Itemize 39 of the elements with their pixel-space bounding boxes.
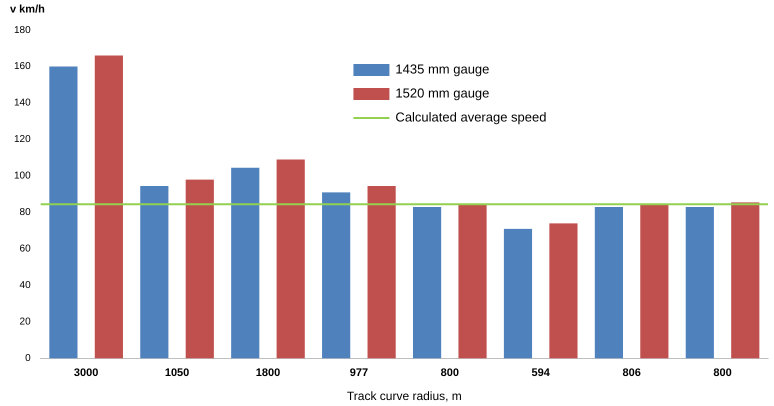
y-tick-label: 80 (20, 207, 32, 218)
bar (549, 223, 578, 358)
x-tick-label: 1050 (164, 367, 190, 380)
y-tick-label: 60 (20, 244, 32, 255)
bar (640, 204, 668, 358)
y-tick-label: 0 (25, 353, 32, 364)
x-tick-label: 3000 (74, 367, 98, 380)
y-axis-title: v km/h (10, 4, 46, 16)
y-tick-label: 20 (20, 316, 32, 328)
x-tick-label: 806 (622, 367, 641, 380)
y-tick-label: 120 (14, 134, 32, 146)
bar (231, 168, 260, 358)
x-tick-label: 977 (350, 367, 368, 380)
bar (731, 202, 760, 358)
y-tick-label: 160 (14, 61, 32, 72)
bar (186, 180, 214, 358)
x-tick-label: 1800 (256, 367, 280, 380)
bar (368, 186, 396, 358)
bar (594, 206, 623, 358)
x-tick-label: 594 (532, 367, 551, 380)
bar (276, 160, 305, 358)
bar (504, 228, 532, 358)
legend-label: 1520 mm gauge (395, 86, 490, 101)
x-tick-label: 800 (440, 367, 459, 380)
bar (458, 204, 487, 358)
bar (140, 186, 168, 358)
x-tick-label: 800 (713, 367, 732, 380)
y-tick-label: 140 (14, 98, 32, 109)
x-axis-title: Track curve radius, m (346, 389, 462, 404)
bar (686, 206, 714, 358)
bar (49, 66, 78, 358)
y-tick-label: 100 (14, 170, 32, 182)
legend-label: Calculated average speed (395, 110, 546, 125)
legend-label: 1435 mm gauge (395, 62, 490, 77)
y-tick-label: 180 (14, 24, 32, 36)
y-tick-label: 40 (20, 280, 32, 292)
bar (412, 206, 442, 358)
bar (94, 56, 123, 358)
bar (322, 192, 350, 358)
